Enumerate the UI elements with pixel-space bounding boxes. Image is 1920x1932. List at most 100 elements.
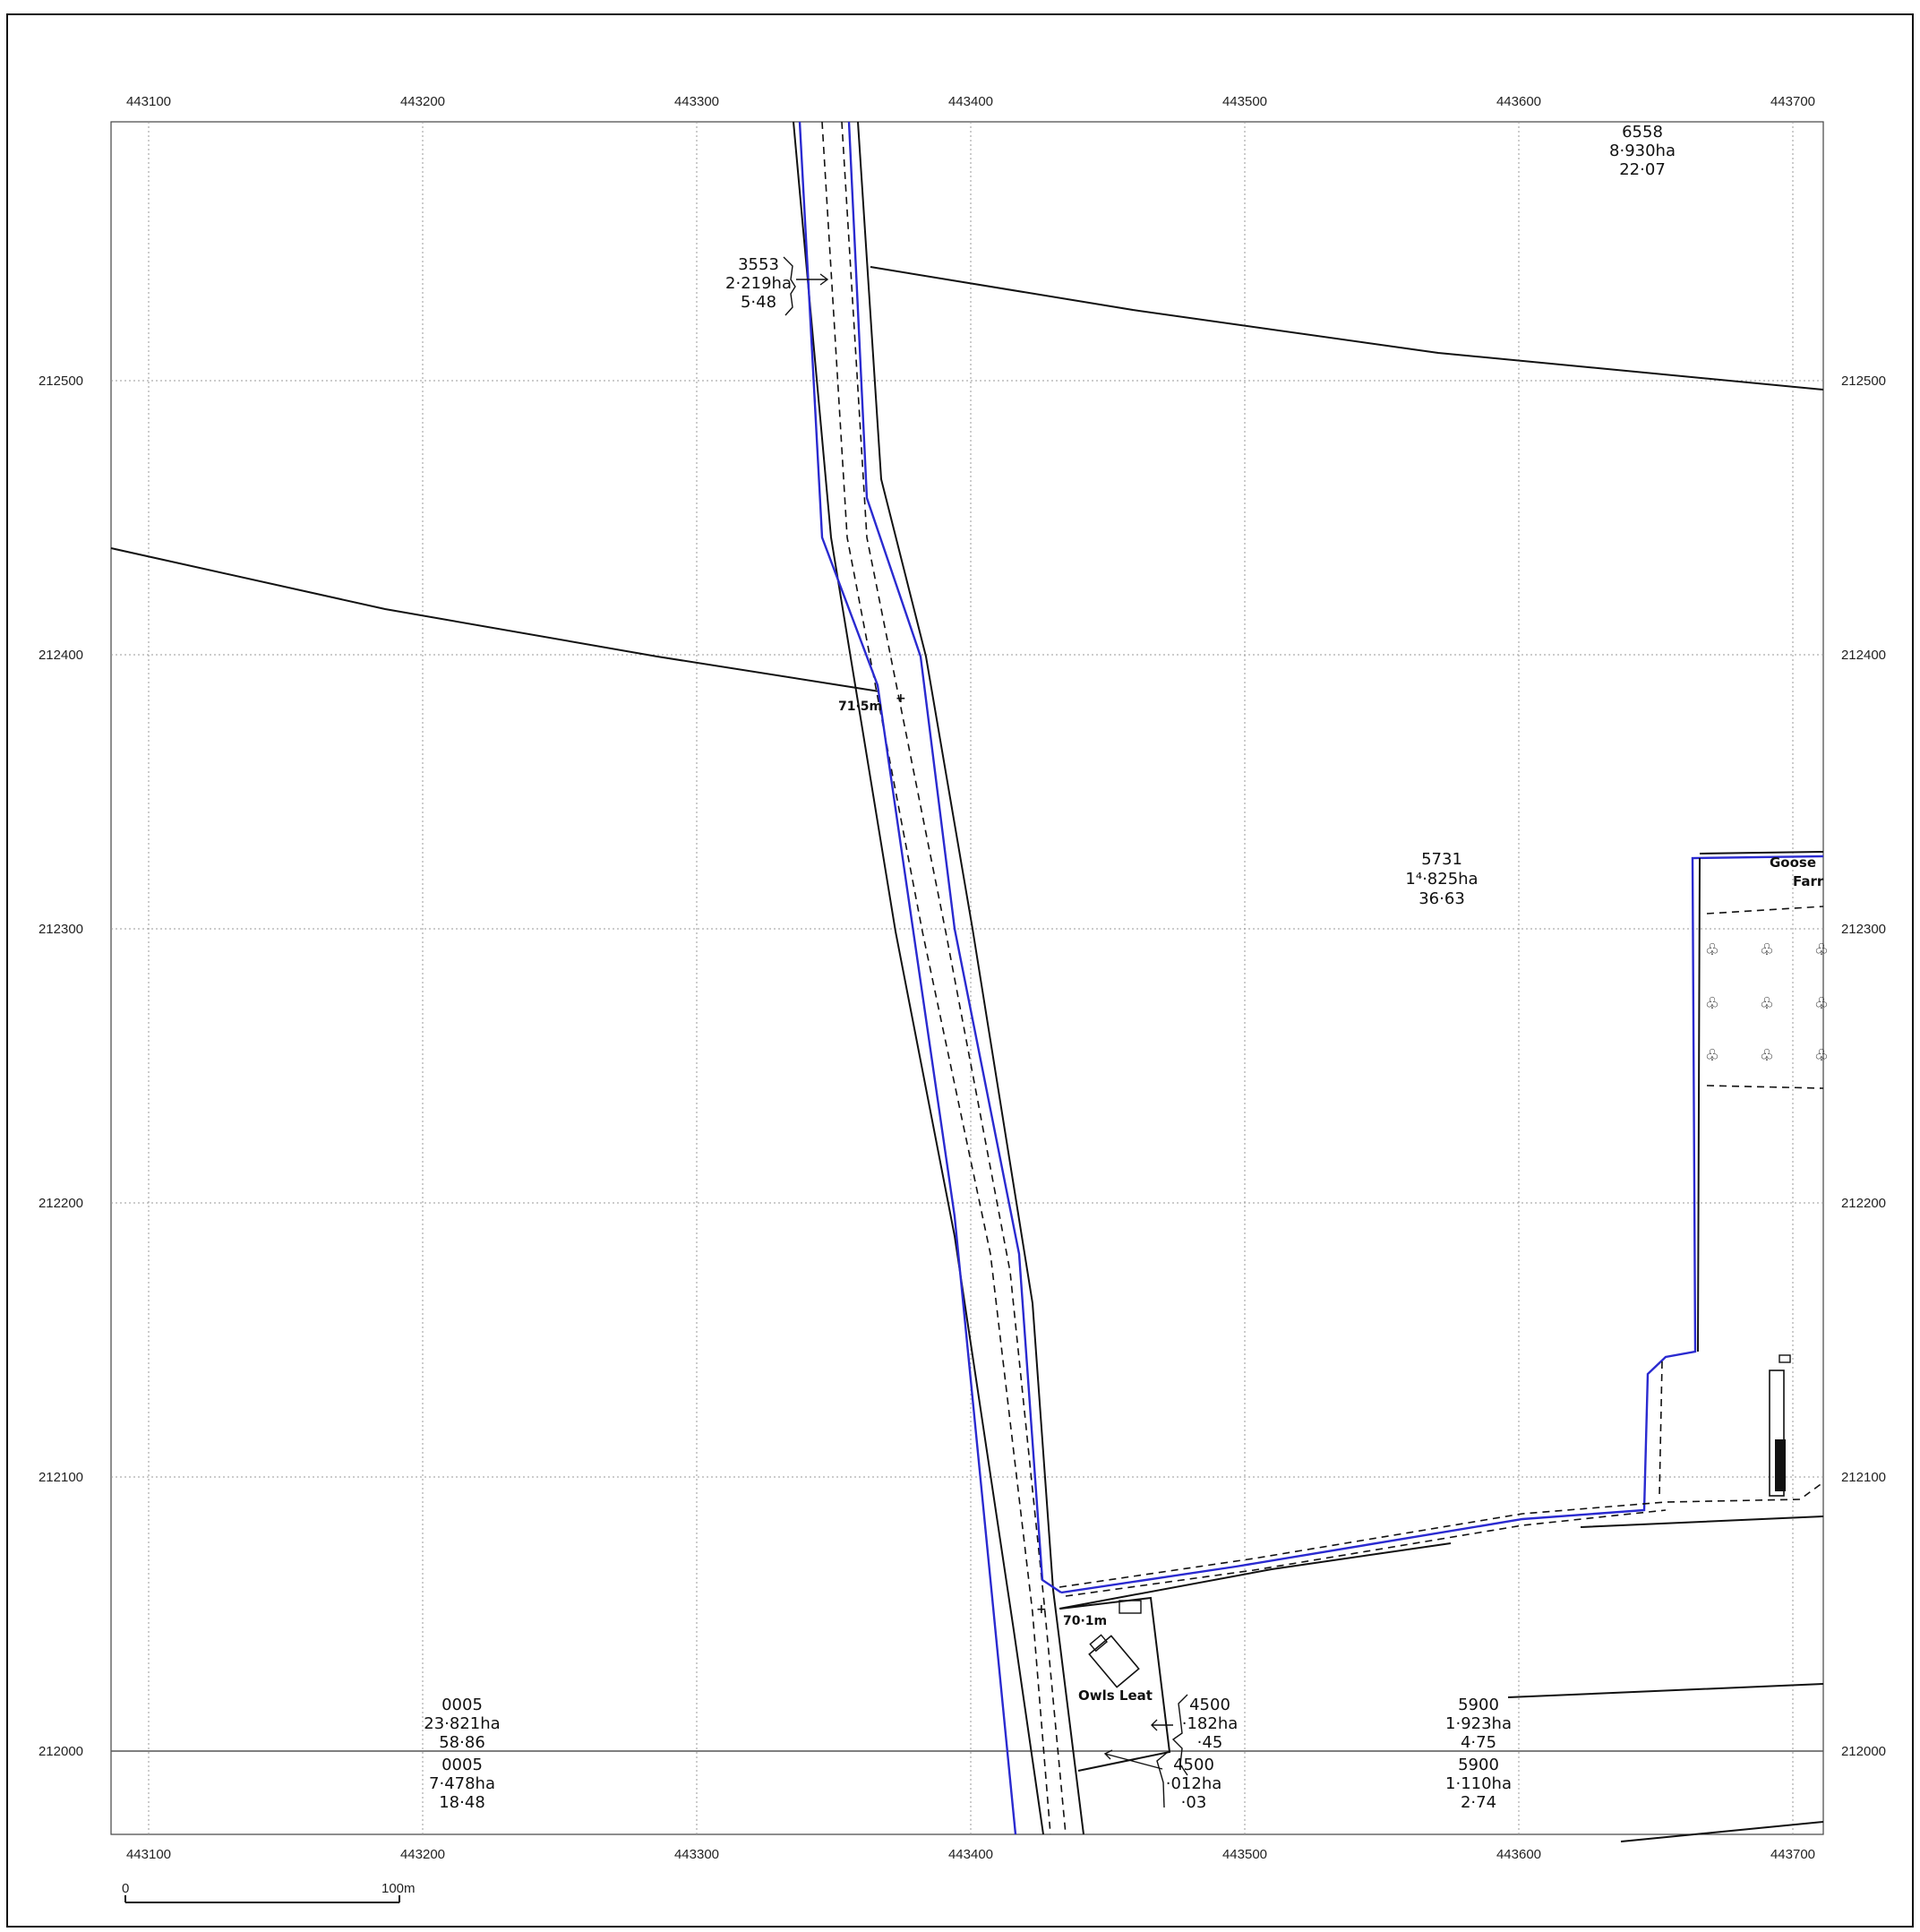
northing-label: 212200: [39, 1196, 83, 1211]
easting-label: 443700: [1770, 1847, 1815, 1862]
parcel-area: ·182ha: [1182, 1714, 1239, 1733]
track-dashed-east: [841, 121, 1067, 1835]
road-edge-west: [793, 121, 1044, 1835]
farm-building-hatched: [1775, 1439, 1786, 1491]
northing-label: 212100: [39, 1470, 83, 1485]
owls-leat-plot: [1059, 1596, 1188, 1808]
parcel-acres: 58·86: [439, 1733, 485, 1752]
parcel-area: 1·110ha: [1445, 1774, 1512, 1793]
parcel-acres: 2·74: [1461, 1793, 1496, 1812]
brace-4500-b: [1156, 1751, 1169, 1808]
arrow-3553: [796, 273, 829, 286]
road-edge-east: [857, 121, 1084, 1835]
easting-labels-top: 443100 443200 443300 443400 443500 44360…: [126, 94, 1815, 109]
tree-icon: ♧: [1760, 940, 1774, 959]
easting-label: 443500: [1222, 94, 1267, 109]
road-linework: [793, 121, 1084, 1835]
parcel-acres: ·03: [1181, 1793, 1207, 1812]
brace-3553: [783, 256, 796, 316]
boundary-line-lane: [1060, 854, 1824, 1594]
place-name-farm: Farr: [1793, 873, 1824, 889]
tree-icon: ♧: [1814, 940, 1829, 959]
parcel-0005-north: 0005 23·821ha 58·86: [424, 1696, 500, 1752]
northing-label: 212500: [1841, 374, 1886, 389]
parcel-acres: 22·07: [1619, 160, 1666, 179]
easting-label: 443100: [126, 94, 171, 109]
lane-dashed-south: [1065, 1509, 1667, 1597]
easting-label: 443400: [948, 1847, 993, 1862]
benchmark-mark: +: [1036, 1602, 1047, 1617]
tree-icons: ♧ ♧ ♧ ♧ ♧ ♧ ♧ ♧ ♧: [1705, 940, 1829, 1065]
easting-label: 443200: [400, 94, 445, 109]
parcel-4500-south: 4500 ·012ha ·03: [1166, 1756, 1222, 1812]
parcel-5731: 5731 1⁴·825ha 36·63: [1405, 850, 1478, 908]
spot-height: 71·5m: [838, 700, 882, 714]
northing-labels-left: 212500 212400 212300 212200 212100 21200…: [39, 374, 83, 1759]
parcel-id: 6558: [1622, 123, 1663, 142]
tree-icon: ♧: [1705, 1046, 1719, 1065]
parcel-id: 3553: [738, 255, 779, 274]
parcel-5900-north: 5900 1·923ha 4·75: [1445, 1696, 1512, 1752]
easting-labels-bottom: 443100 443200 443300 443400 443500 44360…: [126, 1847, 1815, 1862]
boundary-line-east: [847, 121, 1062, 1593]
tree-icon: ♧: [1814, 1046, 1829, 1065]
parcel-area: 23·821ha: [424, 1714, 500, 1733]
owls-leat-boundary: [1059, 1596, 1171, 1772]
parcel-id: 0005: [441, 1756, 483, 1774]
lane-edge-south: [1059, 1516, 1824, 1610]
parcel-area: 1⁴·825ha: [1405, 870, 1478, 889]
parcel-acres: 5·48: [741, 293, 776, 312]
northing-labels-right: 212500 212400 212300 212200 212100 21200…: [1841, 374, 1886, 1759]
small-building: [1779, 1354, 1791, 1363]
northing-label: 212200: [1841, 1196, 1886, 1211]
northing-label: 212500: [39, 374, 83, 389]
scale-bar-start-label: 0: [122, 1881, 129, 1896]
track-dashed-west: [821, 121, 1051, 1835]
grid-lines: [111, 122, 1823, 1834]
easting-label: 443600: [1496, 1847, 1541, 1862]
parcel-acres: 4·75: [1461, 1733, 1496, 1752]
parcel-6558: 6558 8·930ha 22·07: [1609, 123, 1676, 179]
easting-label: 443400: [948, 94, 993, 109]
brace-4500-a: [1171, 1694, 1188, 1776]
easting-label: 443200: [400, 1847, 445, 1862]
parcel-5900-south: 5900 1·110ha 2·74: [1445, 1756, 1512, 1812]
parcel-acres: ·45: [1197, 1733, 1223, 1752]
map-frame: [110, 121, 1824, 1835]
spot-height: 70·1m: [1063, 1614, 1107, 1628]
place-name-goose: Goose: [1770, 854, 1816, 871]
parcel-area: 8·930ha: [1609, 142, 1676, 160]
parcel-acres: 36·63: [1419, 889, 1465, 908]
field-boundary-north: [870, 266, 1824, 391]
parcel-id: 4500: [1189, 1696, 1230, 1714]
tree-icon: ♧: [1705, 940, 1719, 959]
tree-icon: ♧: [1705, 994, 1719, 1013]
parcel-area: ·012ha: [1166, 1774, 1222, 1793]
parcel-acres: 18·48: [439, 1793, 485, 1812]
house-icon: [1088, 1634, 1140, 1688]
arrow-4500-b: [1103, 1749, 1163, 1770]
field-boundary-west: [110, 547, 880, 692]
parcel-area: 7·478ha: [429, 1774, 495, 1793]
field-boundary-southeast: [1507, 1683, 1824, 1842]
easting-label: 443300: [674, 1847, 719, 1862]
easting-label: 443100: [126, 1847, 171, 1862]
scale-bar: 0 100m: [122, 1881, 416, 1903]
farm-building: [1769, 1370, 1785, 1497]
arrow-4500-a: [1151, 1719, 1173, 1731]
tree-icon: ♧: [1760, 994, 1774, 1013]
parcel-3553: 3553 2·219ha 5·48: [725, 255, 792, 312]
easting-label: 443600: [1496, 94, 1541, 109]
orchard-dashed-north: [1706, 906, 1824, 914]
parcel-id: 0005: [441, 1696, 483, 1714]
northing-label: 212400: [1841, 648, 1886, 663]
tree-icon: ♧: [1814, 994, 1829, 1013]
parcel-area: 2·219ha: [725, 274, 792, 293]
easting-label: 443500: [1222, 1847, 1267, 1862]
northing-label: 212100: [1841, 1470, 1886, 1485]
northing-label: 212000: [1841, 1744, 1886, 1759]
lane-east: [1059, 851, 1824, 1842]
parcel-id: 5900: [1458, 1756, 1499, 1774]
farm-boundary: [1697, 851, 1824, 1352]
